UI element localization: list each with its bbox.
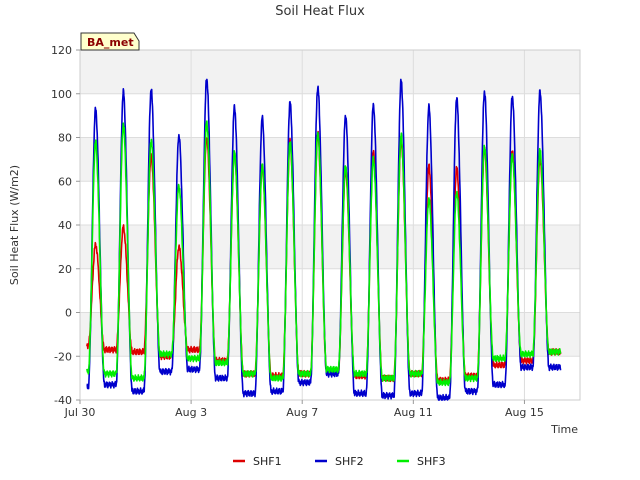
y-tick-label: -20 bbox=[54, 350, 72, 363]
y-tick-label: 60 bbox=[58, 175, 72, 188]
chart-title: Soil Heat Flux bbox=[275, 4, 365, 19]
legend-label-shf2: SHF2 bbox=[335, 455, 364, 468]
x-tick-label: Jul 30 bbox=[64, 406, 96, 419]
band bbox=[80, 225, 580, 269]
y-tick-label: -40 bbox=[54, 394, 72, 407]
series-lines bbox=[86, 78, 562, 401]
y-tick-label: 80 bbox=[58, 132, 72, 145]
x-tick-label: Aug 15 bbox=[505, 406, 544, 419]
y-tick-label: 40 bbox=[58, 219, 72, 232]
legend-label-shf3: SHF3 bbox=[417, 455, 446, 468]
y-tick-label: 100 bbox=[51, 88, 72, 101]
x-tick-labels: Jul 30 Aug 3 Aug 7 Aug 11 Aug 15 bbox=[64, 400, 544, 419]
site-badge-box bbox=[80, 32, 140, 51]
y-tick-label: 120 bbox=[51, 44, 72, 57]
x-axis-label: Time bbox=[550, 423, 578, 436]
band bbox=[80, 50, 580, 94]
site-badge-label: BA_met bbox=[87, 36, 134, 49]
y-tick-label: 20 bbox=[58, 263, 72, 276]
series-line-shf3 bbox=[86, 120, 562, 387]
legend-label-shf1: SHF1 bbox=[253, 455, 282, 468]
legend: SHF1 SHF2 SHF3 bbox=[233, 455, 446, 468]
y-axis-label: Soil Heat Flux (W/m2) bbox=[8, 165, 21, 285]
x-tick-label: Aug 11 bbox=[394, 406, 433, 419]
y-tick-label: 0 bbox=[65, 307, 72, 320]
y-tick-labels: -40 -20 0 20 40 60 80 100 120 bbox=[51, 44, 80, 407]
x-tick-label: Aug 7 bbox=[286, 406, 318, 419]
x-tick-label: Aug 3 bbox=[175, 406, 207, 419]
band bbox=[80, 312, 580, 357]
band bbox=[80, 137, 580, 182]
site-badge: BA_met bbox=[80, 32, 140, 51]
